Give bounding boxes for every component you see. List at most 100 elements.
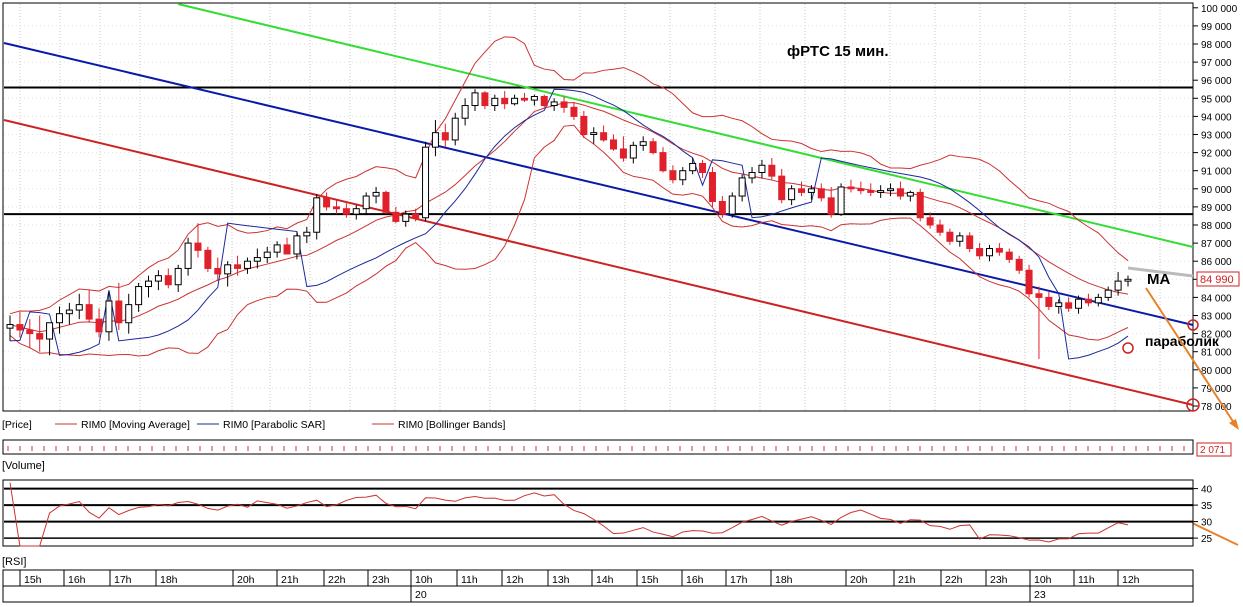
candle-body [916,191,924,219]
candle-body [936,224,944,233]
time-label: 18h [775,574,793,586]
time-label: 17h [114,574,132,586]
candle-body [570,106,578,117]
legend-bar [0,413,1195,431]
candle-body [332,206,340,210]
candle-body [105,300,113,333]
rsi-tick-label: 30 [1201,518,1213,529]
candle-body [590,132,598,136]
candle-body [659,152,667,172]
rsi-tick-label: 25 [1201,534,1213,545]
candle-body [214,267,222,275]
time-label: 15h [641,574,659,586]
candle-body [1114,280,1122,291]
blue-trend-line [3,42,1194,326]
candle-body [1094,296,1102,304]
candle-body [491,97,499,107]
price-tick-label: 95 000 [1201,94,1232,105]
candle-body [728,195,736,215]
time-label: 22h [945,574,963,586]
candle-body [471,92,479,107]
last-price-label: 84 990 [1200,274,1234,286]
candle-body [540,95,548,107]
candle-body [283,244,291,255]
candle-body [372,191,380,197]
marker-circle-1 [1187,319,1199,331]
price-tick-label: 84 000 [1201,293,1232,304]
candle-body [174,267,182,286]
candle-body [1124,278,1132,282]
candle-body [451,117,459,141]
volume-panel [2,439,1194,455]
candle-body [887,188,895,192]
candle-body [758,164,766,174]
candle-body [1045,296,1053,307]
rsi-panel [2,479,1194,547]
volume-label: [Volume] [2,460,45,472]
candle-body [699,162,707,174]
candle-body [995,248,1003,253]
candle-body [946,231,954,242]
candle-body [16,324,24,331]
price-tick-label: 100 000 [1201,4,1238,15]
candle-body [431,132,439,148]
candle-body [629,144,637,159]
candle-body [342,208,350,215]
candle-body [461,105,469,119]
candle-body [1015,258,1023,271]
candle-body [273,244,281,253]
time-label: 23h [990,574,1008,586]
candle-body [679,170,687,181]
marker-circle-2 [1122,342,1134,354]
candle-body [788,188,796,201]
candle-body [926,217,934,226]
ma-extension-line [1127,266,1194,278]
candle-body [1025,269,1033,295]
candle-body [204,249,212,269]
volume-value-box [1196,442,1232,457]
moving-average-line [9,102,1129,333]
legend: [Price] RIM0 [Moving Average] RIM0 [Parabo… [2,419,505,431]
rsi-label: [RSI] [2,556,26,568]
candle-body [154,275,162,282]
candle-body [1055,302,1063,307]
annotation-parabolic: параболик [1145,333,1220,349]
price-tick-label: 81 000 [1201,348,1232,359]
candle-body [55,313,63,324]
price-tick-label: 89 000 [1201,203,1232,214]
candle-body [520,97,528,101]
candle-body [412,213,420,219]
time-label: 20h [237,574,255,586]
candle-body [224,264,232,275]
price-tick-label: 90 000 [1201,185,1232,196]
candle-body [619,148,627,159]
candle-body [6,324,14,329]
candle-body [877,190,885,193]
candle-body [115,300,123,324]
time-label: 10h [415,574,433,586]
candle-body [738,177,746,197]
price-tick-label: 91 000 [1201,167,1232,178]
candle-body [560,101,568,108]
candle-body [184,242,192,269]
time-label: 13h [552,574,570,586]
candle-body [263,251,271,259]
candle-body [649,141,657,154]
legend-label: [Price] [2,419,32,431]
candle-body [392,211,400,222]
rsi-axis: 40 35 30 25 [1193,485,1213,545]
time-label: 23h [372,574,390,586]
bollinger-lower [9,124,1129,357]
date-label: 23 [1034,589,1046,601]
chart-title: фРТС 15 мин. [787,43,889,60]
price-tick-label: 86 000 [1201,257,1232,268]
candle-body [402,213,410,222]
candle-body [847,186,855,190]
time-label: 15h [24,574,42,586]
price-panel [2,2,1194,412]
price-tick-label: 87 000 [1201,239,1232,250]
green-trend-line [177,3,1194,248]
rsi-tick-label: 40 [1201,485,1213,496]
price-axis: 78 000 79 000 80 000 81 000 82 000 83 000 84 0… [1193,4,1238,413]
candle-body [293,235,301,255]
